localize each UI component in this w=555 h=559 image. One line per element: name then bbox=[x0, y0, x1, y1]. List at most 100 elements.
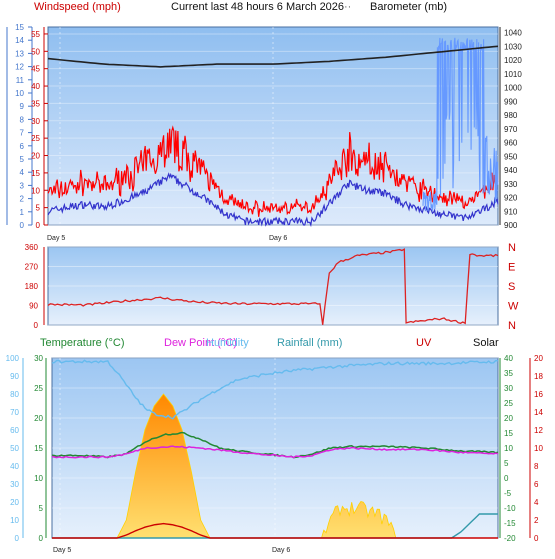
kts-tick-label: 8 bbox=[20, 115, 25, 124]
wind-gust-line bbox=[422, 37, 499, 212]
baro-tick-label: 910 bbox=[504, 207, 518, 216]
baro-tick-label: 1040 bbox=[504, 29, 522, 38]
baro-tick-label: 1030 bbox=[504, 42, 522, 51]
humidity-tick-label: 30 bbox=[10, 480, 19, 489]
temp-tick-label: 20 bbox=[504, 414, 513, 423]
baro-tick-label: 920 bbox=[504, 194, 518, 203]
baro-tick-label: 930 bbox=[504, 180, 518, 189]
humidity-tick-label: 90 bbox=[10, 372, 19, 381]
compass-tick-label: S bbox=[508, 281, 515, 293]
direction-tick-label: 90 bbox=[29, 302, 38, 311]
temp-tick-label: -20 bbox=[504, 534, 516, 543]
baro-tick-label: 900 bbox=[504, 221, 518, 230]
legend-label: Humidity bbox=[206, 337, 249, 349]
kts-tick-label: 0 bbox=[20, 221, 25, 230]
uv-tick-label: 8 bbox=[534, 462, 539, 471]
humidity-tick-label: 0 bbox=[15, 534, 20, 543]
legend-label: Solar bbox=[473, 337, 499, 349]
dew-point-line bbox=[51, 445, 499, 459]
kts-tick-label: 5 bbox=[20, 155, 25, 164]
wind-direction-line bbox=[47, 248, 499, 325]
uv-tick-label: 16 bbox=[534, 390, 543, 399]
compass-tick-label: E bbox=[508, 262, 515, 274]
rain-tick-label: 5 bbox=[39, 504, 44, 513]
uv-tick-label: 2 bbox=[534, 516, 539, 525]
kts-tick-label: 13 bbox=[15, 49, 24, 58]
uv-tick-label: 0 bbox=[534, 534, 539, 543]
temp-tick-label: 25 bbox=[504, 399, 513, 408]
compass-tick-label: N bbox=[508, 242, 516, 254]
uv-tick-label: 18 bbox=[534, 372, 543, 381]
uv-tick-label: 14 bbox=[534, 408, 543, 417]
temp-tick-label: 0 bbox=[504, 474, 509, 483]
humidity-tick-label: 80 bbox=[10, 390, 19, 399]
rain-tick-label: 20 bbox=[34, 414, 43, 423]
mph-tick-label: 5 bbox=[36, 204, 41, 213]
direction-tick-label: 0 bbox=[34, 321, 39, 330]
kts-tick-label: 12 bbox=[15, 63, 24, 72]
temp-tick-label: -15 bbox=[504, 519, 516, 528]
temp-tick-label: 10 bbox=[504, 444, 513, 453]
day-tick-label: Day 5 bbox=[47, 235, 65, 242]
kts-tick-label: 15 bbox=[15, 23, 24, 32]
legend: Temperature (°C) Dew Point (°C)Humidity Ra… bbox=[40, 337, 499, 349]
baro-tick-label: 940 bbox=[504, 166, 518, 175]
uv-tick-label: 6 bbox=[534, 480, 539, 489]
series bbox=[47, 37, 499, 539]
compass-tick-label: W bbox=[508, 301, 519, 313]
temp-tick-label: 40 bbox=[504, 354, 513, 363]
temp-tick-label: 30 bbox=[504, 384, 513, 393]
temp-tick-label: 5 bbox=[504, 459, 509, 468]
kts-tick-label: 14 bbox=[15, 36, 24, 45]
kts-tick-label: 3 bbox=[20, 181, 25, 190]
legend-label: Dew Point (°C) bbox=[164, 337, 237, 349]
direction-tick-label: 270 bbox=[25, 263, 39, 272]
legend-label: UV bbox=[416, 337, 432, 349]
temp-tick-label: -5 bbox=[504, 489, 512, 498]
direction-tick-label: 180 bbox=[25, 282, 39, 291]
mph-tick-label: 15 bbox=[31, 169, 40, 178]
wind-max-line bbox=[47, 125, 499, 217]
direction-tick-label: 360 bbox=[25, 243, 39, 252]
baro-tick-label: 970 bbox=[504, 125, 518, 134]
baro-tick-label: 980 bbox=[504, 111, 518, 120]
kts-tick-label: 11 bbox=[16, 76, 25, 85]
mph-tick-label: 10 bbox=[31, 186, 40, 195]
baro-tick-label: 1000 bbox=[504, 84, 522, 93]
baro-tick-label: 960 bbox=[504, 139, 518, 148]
day-tick-label: Day 6 bbox=[272, 547, 290, 554]
humidity-tick-label: 50 bbox=[10, 444, 19, 453]
barometer-line bbox=[47, 45, 499, 68]
baro-tick-label: 950 bbox=[504, 152, 518, 161]
humidity-tick-label: 70 bbox=[10, 408, 19, 417]
rain-tick-label: 25 bbox=[34, 384, 43, 393]
kts-tick-label: 9 bbox=[20, 102, 25, 111]
baro-label: Barometer (mb) bbox=[370, 1, 447, 13]
mph-tick-label: 40 bbox=[31, 82, 40, 91]
rain-tick-label: 30 bbox=[34, 354, 43, 363]
legend-label: Rainfall (mm) bbox=[277, 337, 342, 349]
compass-tick-label: N bbox=[508, 320, 516, 332]
panel-direction-bg bbox=[47, 246, 499, 326]
humidity-tick-label: 100 bbox=[6, 354, 20, 363]
baro-tick-label: 1010 bbox=[504, 70, 522, 79]
mph-tick-label: 0 bbox=[36, 221, 41, 230]
kts-tick-label: 6 bbox=[20, 142, 25, 151]
kts-tick-label: 2 bbox=[20, 195, 25, 204]
mph-tick-label: 35 bbox=[31, 99, 40, 108]
wind-label: Windspeed (mph) bbox=[34, 1, 121, 13]
rain-tick-label: 0 bbox=[39, 534, 44, 543]
mph-tick-label: 45 bbox=[31, 65, 40, 74]
uv-tick-label: 10 bbox=[534, 444, 543, 453]
chart-title: Current last 48 hours 6 March 2026 bbox=[171, 1, 344, 13]
humidity-tick-label: 10 bbox=[10, 516, 19, 525]
humidity-tick-label: 60 bbox=[10, 426, 19, 435]
gridlines bbox=[48, 27, 498, 539]
header-separator: ·· bbox=[344, 1, 351, 13]
rain-tick-label: 15 bbox=[34, 444, 43, 453]
humidity-tick-label: 20 bbox=[10, 498, 19, 507]
kts-tick-label: 10 bbox=[15, 89, 24, 98]
kts-tick-label: 4 bbox=[20, 168, 25, 177]
